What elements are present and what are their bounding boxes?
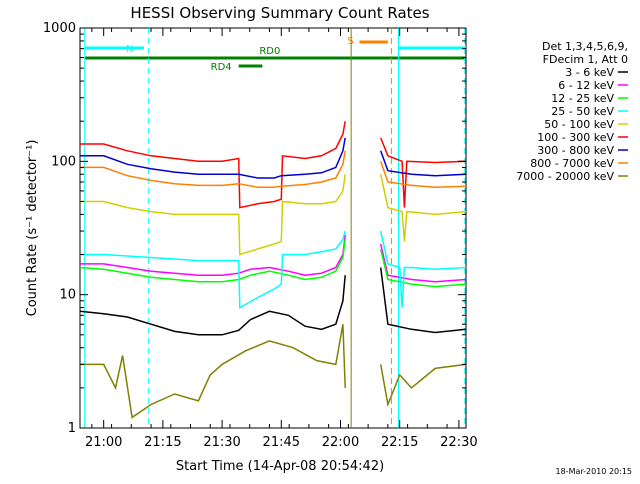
y-axis-ticks: 1 10 100 1000 bbox=[43, 21, 466, 436]
state-bar-label-RD4: RD4 bbox=[211, 62, 232, 73]
series-layer bbox=[79, 121, 467, 419]
x-tick-label-1: 21:15 bbox=[144, 435, 181, 450]
series-line-3 bbox=[80, 230, 467, 309]
legend-label-0: 3 - 6 keV bbox=[565, 66, 614, 79]
vertical-lines bbox=[84, 28, 466, 428]
state-bars: N S RD0 RD4 bbox=[84, 36, 466, 73]
series-line-7 bbox=[80, 150, 467, 188]
series-line-6 bbox=[80, 137, 467, 179]
x-tick-label-5: 22:15 bbox=[381, 435, 418, 450]
legend: Det 1,3,4,5,6,9,FDecim 1, Att 03 - 6 keV… bbox=[516, 40, 628, 183]
state-bar-label-S: S bbox=[347, 36, 353, 47]
legend-label-5: 100 - 300 keV bbox=[537, 131, 614, 144]
x-axis-ticks: 21:00 21:15 21:30 21:45 22:00 22:15 22:30 bbox=[85, 28, 478, 450]
legend-label-6: 300 - 800 keV bbox=[537, 144, 614, 157]
series-line-5 bbox=[80, 121, 467, 209]
footer-date: 18-Mar-2010 20:15 bbox=[556, 467, 633, 476]
y-tick-label-1: 10 bbox=[59, 288, 76, 303]
x-tick-label-0: 21:00 bbox=[85, 435, 122, 450]
series-line-2 bbox=[79, 239, 467, 288]
series-line-8 bbox=[80, 324, 467, 419]
legend-label-8: 7000 - 20000 keV bbox=[516, 170, 614, 183]
legend-label-1: 6 - 12 keV bbox=[558, 79, 614, 92]
chart-title: HESSI Observing Summary Count Rates bbox=[130, 4, 429, 22]
legend-label-7: 800 - 7000 keV bbox=[530, 157, 614, 170]
plot-frame bbox=[79, 27, 467, 429]
legend-label-3: 25 - 50 keV bbox=[551, 105, 614, 118]
legend-label-2: 12 - 25 keV bbox=[551, 92, 614, 105]
x-tick-label-6: 22:30 bbox=[440, 435, 477, 450]
x-tick-label-3: 21:45 bbox=[263, 435, 300, 450]
series-line-0 bbox=[79, 267, 467, 336]
y-axis-label: Count Rate (s⁻¹ detector⁻¹) bbox=[25, 140, 40, 317]
series-line-4 bbox=[80, 174, 467, 256]
legend-header-0: Det 1,3,4,5,6,9, bbox=[542, 40, 628, 53]
x-tick-label-4: 22:00 bbox=[322, 435, 359, 450]
legend-header-1: FDecim 1, Att 0 bbox=[543, 53, 628, 66]
y-tick-label-3: 1000 bbox=[43, 21, 76, 36]
series-line-1 bbox=[80, 234, 467, 283]
x-tick-label-2: 21:30 bbox=[203, 435, 240, 450]
state-bar-label-RD0: RD0 bbox=[259, 46, 280, 57]
state-bar-label-N: N bbox=[126, 44, 133, 55]
y-tick-label-2: 100 bbox=[51, 154, 76, 169]
x-axis-label: Start Time (14-Apr-08 20:54:42) bbox=[176, 459, 384, 474]
y-tick-label-0: 1 bbox=[68, 421, 76, 436]
legend-label-4: 50 - 100 keV bbox=[544, 118, 614, 131]
